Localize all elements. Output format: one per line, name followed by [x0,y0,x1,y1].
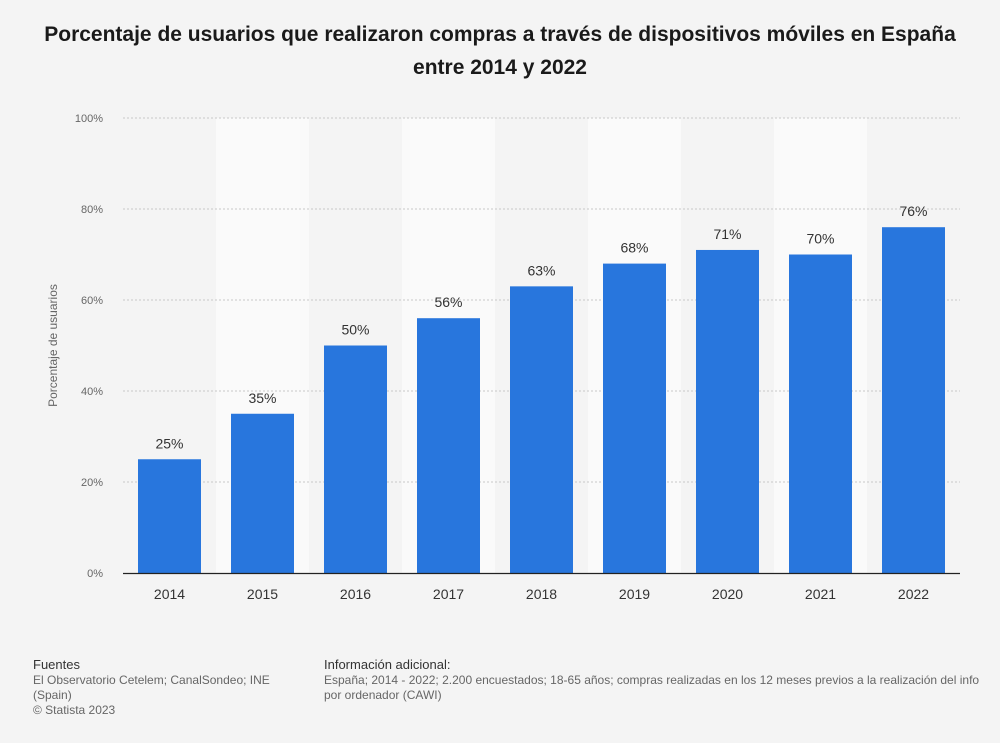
sources-block: Fuentes El Observatorio Cetelem; CanalSo… [33,657,293,718]
bar [603,263,666,573]
info-text-line-2: por ordenador (CAWI) [324,688,442,702]
data-label: 63% [527,262,555,278]
x-tick-label: 2022 [898,586,929,602]
y-axis-label: Porcentaje de usuarios [46,284,60,407]
copyright-text: © Statista 2023 [33,703,116,717]
data-label: 71% [713,226,741,242]
x-tick-label: 2019 [619,586,650,602]
sources-heading: Fuentes [33,657,80,672]
y-tick-label: 80% [81,204,103,216]
x-tick-label: 2014 [154,586,185,602]
bar [696,249,759,573]
x-tick-label: 2017 [433,586,464,602]
y-tick-label: 0% [87,568,103,580]
info-heading: Información adicional: [324,657,451,672]
info-text-line-1: España; 2014 - 2022; 2.200 encuestados; … [324,673,980,687]
data-label: 35% [248,390,276,406]
data-label: 68% [620,240,648,256]
sources-text-line-2: (Spain) [33,688,72,702]
x-tick-label: 2018 [526,586,557,602]
y-tick-label: 60% [81,295,103,307]
data-label: 25% [155,435,183,451]
chart-title: Porcentaje de usuarios que realizaron co… [44,23,956,79]
x-tick-label: 2016 [340,586,371,602]
bar [882,227,945,573]
bar [324,345,387,573]
data-label: 70% [806,231,834,247]
data-label: 76% [899,203,927,219]
data-label: 50% [341,322,369,338]
data-label: 56% [434,294,462,310]
y-tick-label: 100% [75,113,103,125]
x-tick-label: 2021 [805,586,836,602]
bar [789,254,852,573]
bar [138,459,201,573]
y-tick-label: 40% [81,386,103,398]
y-tick-label: 20% [81,477,103,489]
sources-text-line-1: El Observatorio Cetelem; CanalSondeo; IN… [33,673,270,687]
x-tick-label: 2015 [247,586,278,602]
x-tick-label: 2020 [712,586,743,602]
bar [510,286,573,573]
additional-info-block: Información adicional: España; 2014 - 20… [324,657,1000,703]
bar [231,413,294,573]
bar [417,318,480,573]
